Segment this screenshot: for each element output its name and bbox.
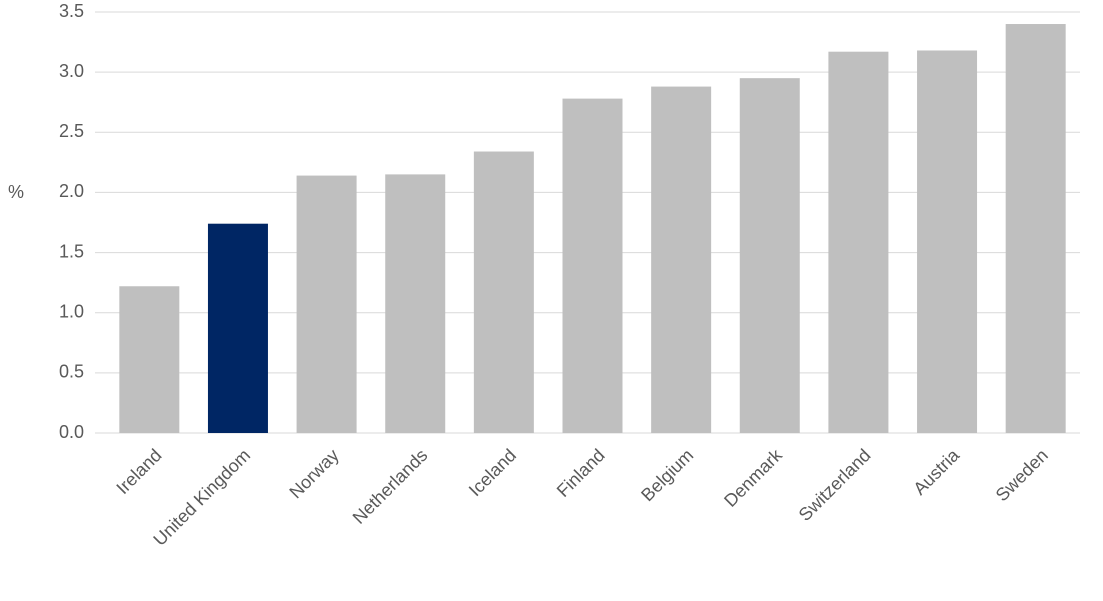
x-tick-label: Ireland: [112, 445, 165, 498]
x-tick-label: Finland: [553, 445, 609, 501]
x-tick-label: United Kingdom: [149, 445, 254, 550]
x-tick-label: Netherlands: [349, 445, 432, 528]
x-tick-label: Sweden: [992, 445, 1052, 505]
x-tick-label: Austria: [909, 444, 963, 498]
x-tick-label: Belgium: [637, 445, 697, 505]
x-tick-label: Norway: [285, 445, 342, 502]
bar: [207, 223, 268, 433]
bar: [119, 286, 180, 433]
bar: [1005, 24, 1066, 434]
y-axis-label: %: [8, 182, 24, 202]
y-tick-label: 1.0: [59, 301, 84, 321]
y-tick-label: 2.5: [59, 121, 84, 141]
y-tick-label: 1.5: [59, 241, 84, 261]
bar: [385, 174, 446, 433]
y-tick-label: 3.5: [59, 1, 84, 21]
bar: [296, 175, 357, 434]
y-tick-label: 2.0: [59, 181, 84, 201]
x-tick-label: Iceland: [465, 445, 520, 500]
bar: [739, 78, 800, 434]
y-tick-label: 0.5: [59, 362, 84, 382]
bar: [828, 51, 889, 434]
x-tick-label: Switzerland: [795, 445, 875, 525]
x-tick-label: Denmark: [720, 444, 786, 510]
y-tick-label: 0.0: [59, 422, 84, 442]
bar: [562, 98, 623, 433]
bar: [917, 50, 978, 434]
y-tick-label: 3.0: [59, 61, 84, 81]
bar: [473, 151, 534, 433]
bar: [651, 86, 712, 433]
